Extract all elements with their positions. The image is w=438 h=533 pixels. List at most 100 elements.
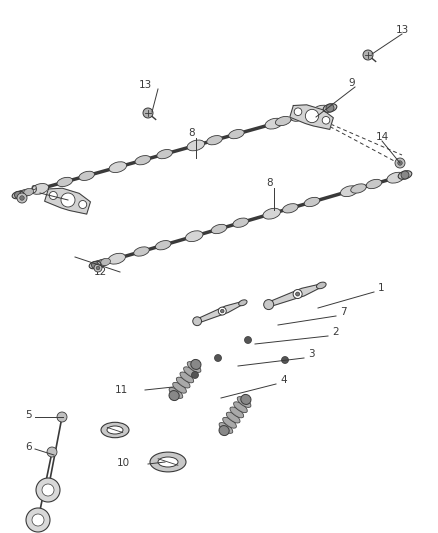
Text: 11: 11 — [115, 385, 128, 395]
Circle shape — [143, 108, 153, 118]
Circle shape — [47, 447, 57, 457]
Ellipse shape — [340, 186, 358, 197]
Circle shape — [92, 262, 99, 269]
Ellipse shape — [276, 116, 291, 126]
Circle shape — [218, 307, 226, 315]
Ellipse shape — [239, 300, 247, 306]
Ellipse shape — [98, 259, 108, 266]
Text: 2: 2 — [332, 327, 339, 337]
Circle shape — [215, 354, 222, 361]
Ellipse shape — [180, 372, 194, 383]
Text: 10: 10 — [117, 458, 130, 468]
Circle shape — [94, 264, 102, 272]
Circle shape — [193, 317, 201, 326]
Circle shape — [36, 478, 60, 502]
Ellipse shape — [263, 208, 280, 219]
Ellipse shape — [107, 426, 123, 434]
Ellipse shape — [233, 218, 248, 228]
Ellipse shape — [79, 171, 95, 181]
Text: 12: 12 — [94, 267, 107, 277]
Ellipse shape — [177, 377, 190, 388]
Ellipse shape — [219, 423, 233, 433]
Ellipse shape — [12, 191, 24, 199]
Circle shape — [322, 117, 330, 124]
Circle shape — [395, 158, 405, 168]
Circle shape — [296, 292, 300, 296]
Ellipse shape — [169, 391, 179, 401]
Ellipse shape — [57, 177, 73, 187]
Ellipse shape — [150, 452, 186, 472]
Circle shape — [326, 104, 334, 112]
Ellipse shape — [19, 190, 28, 197]
Text: 3: 3 — [308, 349, 314, 359]
Circle shape — [363, 50, 373, 60]
Ellipse shape — [157, 149, 173, 159]
Text: 13: 13 — [396, 25, 409, 35]
Text: 6: 6 — [25, 442, 32, 452]
Text: 4: 4 — [280, 375, 286, 385]
Ellipse shape — [16, 190, 26, 198]
Circle shape — [49, 191, 57, 199]
Circle shape — [264, 300, 274, 310]
Ellipse shape — [323, 104, 337, 112]
Ellipse shape — [24, 188, 34, 196]
Ellipse shape — [187, 140, 205, 151]
Ellipse shape — [265, 118, 283, 129]
Text: 14: 14 — [376, 132, 389, 142]
Circle shape — [61, 193, 75, 207]
Ellipse shape — [223, 417, 237, 428]
Circle shape — [401, 171, 409, 179]
Ellipse shape — [226, 412, 240, 423]
Circle shape — [26, 508, 50, 532]
Polygon shape — [268, 284, 322, 307]
Ellipse shape — [101, 259, 110, 265]
Circle shape — [398, 161, 402, 165]
Ellipse shape — [230, 407, 244, 418]
Text: 13: 13 — [139, 80, 152, 90]
Circle shape — [32, 514, 44, 526]
Ellipse shape — [387, 172, 404, 183]
Ellipse shape — [101, 422, 129, 438]
Text: 8: 8 — [189, 128, 195, 138]
Circle shape — [305, 109, 319, 123]
Text: 7: 7 — [340, 307, 346, 317]
Polygon shape — [290, 105, 333, 130]
Circle shape — [20, 196, 24, 200]
Circle shape — [14, 191, 21, 198]
Circle shape — [42, 484, 54, 496]
Polygon shape — [45, 188, 90, 214]
Circle shape — [17, 193, 27, 203]
Text: 9: 9 — [30, 185, 37, 195]
Ellipse shape — [155, 240, 171, 250]
Ellipse shape — [219, 425, 229, 435]
Ellipse shape — [109, 162, 127, 173]
Text: 1: 1 — [378, 283, 385, 293]
Ellipse shape — [31, 183, 49, 195]
Ellipse shape — [134, 247, 149, 256]
Ellipse shape — [291, 112, 307, 122]
Ellipse shape — [241, 394, 251, 405]
Ellipse shape — [21, 189, 31, 196]
Ellipse shape — [237, 397, 251, 407]
Circle shape — [79, 200, 87, 208]
Ellipse shape — [317, 282, 326, 289]
Circle shape — [220, 309, 224, 313]
Ellipse shape — [366, 179, 382, 189]
Ellipse shape — [184, 367, 197, 378]
Circle shape — [293, 289, 302, 298]
Ellipse shape — [283, 204, 298, 213]
Ellipse shape — [229, 130, 244, 139]
Ellipse shape — [187, 361, 201, 373]
Polygon shape — [196, 302, 244, 323]
Ellipse shape — [351, 184, 366, 193]
Circle shape — [57, 412, 67, 422]
Ellipse shape — [233, 402, 247, 413]
Ellipse shape — [135, 156, 151, 165]
Text: 8: 8 — [267, 178, 273, 188]
Circle shape — [96, 266, 100, 270]
Ellipse shape — [398, 171, 412, 179]
Ellipse shape — [304, 197, 320, 207]
Ellipse shape — [169, 387, 183, 398]
Ellipse shape — [93, 261, 103, 268]
Ellipse shape — [173, 382, 187, 393]
